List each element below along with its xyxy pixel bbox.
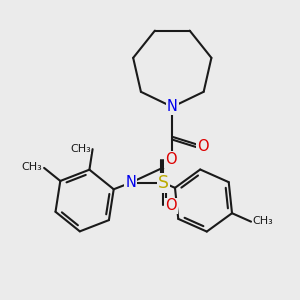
Text: CH₃: CH₃ [70, 143, 91, 154]
Text: N: N [125, 175, 136, 190]
Text: O: O [165, 198, 177, 213]
Text: O: O [165, 152, 177, 167]
Text: CH₃: CH₃ [253, 216, 274, 226]
Text: CH₃: CH₃ [22, 162, 42, 172]
Text: O: O [197, 139, 208, 154]
Text: N: N [167, 99, 178, 114]
Text: S: S [158, 174, 169, 192]
